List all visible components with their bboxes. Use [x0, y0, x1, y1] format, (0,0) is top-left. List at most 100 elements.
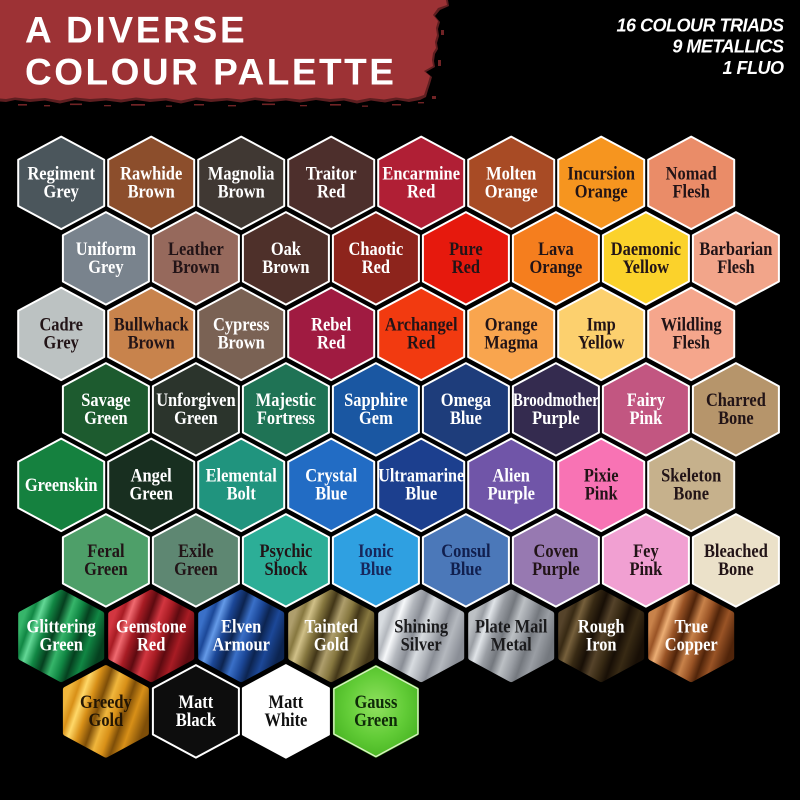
svg-text:Metal: Metal	[491, 636, 532, 656]
svg-text:Brown: Brown	[218, 183, 266, 203]
svg-text:Flesh: Flesh	[717, 258, 755, 278]
svg-text:Lava: Lava	[538, 240, 574, 260]
svg-text:Flesh: Flesh	[673, 183, 711, 203]
svg-text:Sapphire: Sapphire	[344, 391, 408, 411]
svg-text:Pixie: Pixie	[584, 467, 619, 487]
svg-text:COLOUR PALETTE: COLOUR PALETTE	[25, 52, 396, 93]
svg-text:9 METALLICS: 9 METALLICS	[672, 37, 784, 57]
svg-text:Magnolia: Magnolia	[208, 165, 275, 185]
svg-text:Red: Red	[362, 258, 391, 278]
svg-text:Silver: Silver	[401, 636, 442, 656]
svg-text:Plate Mail: Plate Mail	[475, 618, 548, 638]
svg-text:Pure: Pure	[449, 240, 483, 260]
svg-text:Omega: Omega	[441, 391, 491, 411]
svg-text:Crystal: Crystal	[305, 467, 357, 487]
svg-text:Blue: Blue	[315, 485, 347, 505]
svg-text:Unforgiven: Unforgiven	[156, 391, 236, 411]
svg-text:Shock: Shock	[264, 560, 308, 580]
svg-text:Savage: Savage	[81, 391, 130, 411]
svg-text:Red: Red	[452, 258, 481, 278]
svg-text:True: True	[674, 618, 708, 638]
svg-text:Red: Red	[317, 183, 346, 203]
svg-text:Fortress: Fortress	[257, 409, 315, 429]
svg-text:Rough: Rough	[578, 618, 625, 638]
svg-text:Brown: Brown	[128, 334, 176, 354]
svg-text:Blue: Blue	[450, 560, 482, 580]
svg-text:Leather: Leather	[168, 240, 224, 260]
svg-text:Bone: Bone	[673, 485, 709, 505]
svg-text:Charred: Charred	[706, 391, 767, 411]
svg-text:Daemonic: Daemonic	[611, 240, 681, 260]
svg-text:Purple: Purple	[487, 485, 535, 505]
svg-text:Fairy: Fairy	[627, 391, 666, 411]
svg-text:Brown: Brown	[128, 183, 176, 203]
svg-text:Iron: Iron	[586, 636, 617, 656]
svg-text:Fey: Fey	[633, 542, 659, 562]
svg-text:Pink: Pink	[629, 409, 663, 429]
svg-text:Broodmother: Broodmother	[513, 391, 599, 411]
svg-text:Incursion: Incursion	[567, 165, 635, 185]
svg-text:Red: Red	[407, 334, 436, 354]
svg-text:Barbarian: Barbarian	[699, 240, 773, 260]
svg-text:Glittering: Glittering	[27, 618, 97, 638]
svg-text:Gemstone: Gemstone	[116, 618, 186, 638]
svg-text:Blue: Blue	[360, 560, 392, 580]
svg-text:Consul: Consul	[441, 542, 490, 562]
svg-text:Red: Red	[317, 334, 346, 354]
svg-text:A DIVERSE: A DIVERSE	[25, 10, 247, 51]
svg-text:Alien: Alien	[493, 467, 531, 487]
svg-text:Blue: Blue	[405, 485, 437, 505]
svg-text:Chaotic: Chaotic	[349, 240, 404, 260]
svg-text:Pink: Pink	[585, 485, 619, 505]
svg-text:Nomad: Nomad	[666, 165, 718, 185]
svg-text:Archangel: Archangel	[385, 316, 458, 336]
svg-text:Green: Green	[174, 409, 218, 429]
svg-text:Exile: Exile	[178, 542, 214, 562]
svg-text:Bolt: Bolt	[227, 485, 257, 505]
svg-text:Grey: Grey	[44, 334, 80, 354]
svg-text:Cypress: Cypress	[213, 316, 269, 336]
svg-text:Brown: Brown	[172, 258, 220, 278]
svg-text:Psychic: Psychic	[259, 542, 312, 562]
svg-text:Gem: Gem	[359, 409, 393, 429]
svg-text:Red: Red	[137, 636, 166, 656]
svg-text:Bleached: Bleached	[704, 542, 769, 562]
svg-text:Purple: Purple	[532, 560, 580, 580]
svg-text:Pink: Pink	[629, 560, 663, 580]
svg-text:16 COLOUR TRIADS: 16 COLOUR TRIADS	[616, 15, 784, 35]
svg-text:Rebel: Rebel	[311, 316, 351, 336]
svg-text:Cadre: Cadre	[39, 316, 83, 336]
svg-text:Regiment: Regiment	[27, 165, 95, 185]
svg-text:Flesh: Flesh	[673, 334, 711, 354]
svg-text:Grey: Grey	[44, 183, 80, 203]
svg-text:Gold: Gold	[314, 636, 349, 656]
svg-text:Matt: Matt	[269, 693, 304, 713]
svg-text:Ultramarine: Ultramarine	[378, 467, 464, 487]
svg-text:Traitor: Traitor	[306, 165, 357, 185]
svg-text:Purple: Purple	[532, 409, 580, 429]
svg-text:Wildling: Wildling	[661, 316, 723, 336]
svg-text:Coven: Coven	[534, 542, 579, 562]
svg-text:Brown: Brown	[218, 334, 266, 354]
svg-text:Orange: Orange	[485, 183, 538, 203]
svg-text:Molten: Molten	[486, 165, 537, 185]
svg-text:Gauss: Gauss	[354, 693, 397, 713]
svg-text:Red: Red	[407, 183, 436, 203]
svg-text:Bone: Bone	[718, 409, 754, 429]
svg-text:Grey: Grey	[88, 258, 124, 278]
svg-text:Imp: Imp	[587, 316, 616, 336]
svg-text:Orange: Orange	[529, 258, 582, 278]
svg-text:Oak: Oak	[271, 240, 302, 260]
svg-text:Tainted: Tainted	[305, 618, 359, 638]
svg-text:Green: Green	[84, 409, 128, 429]
svg-text:Copper: Copper	[665, 636, 718, 656]
svg-text:Matt: Matt	[179, 693, 214, 713]
svg-text:Green: Green	[174, 560, 218, 580]
svg-text:Greenskin: Greenskin	[25, 476, 98, 496]
svg-text:Black: Black	[176, 711, 217, 731]
svg-text:Uniform: Uniform	[76, 240, 137, 260]
svg-text:Ionic: Ionic	[358, 542, 394, 562]
svg-text:Orange: Orange	[485, 316, 538, 336]
svg-text:Yellow: Yellow	[578, 334, 625, 354]
svg-text:Magma: Magma	[484, 334, 538, 354]
